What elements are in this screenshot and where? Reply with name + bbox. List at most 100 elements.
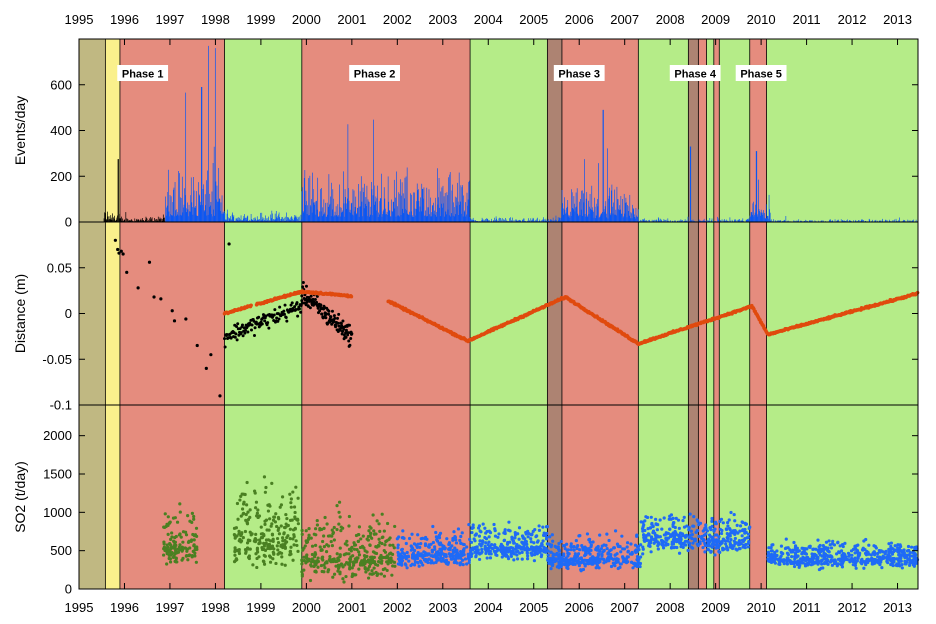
doas-point: [545, 537, 548, 540]
cospec-point: [181, 541, 184, 544]
edm-point: [173, 319, 176, 322]
cospec-point: [375, 571, 378, 574]
doas-point: [441, 559, 444, 562]
doas-point: [595, 566, 598, 569]
cospec-point: [300, 559, 303, 562]
cospec-point: [185, 554, 188, 557]
period-band: [714, 39, 719, 589]
cospec-point: [291, 559, 294, 562]
doas-point: [434, 531, 437, 534]
cospec-point: [274, 520, 277, 523]
doas-point: [602, 561, 605, 564]
doas-point: [643, 540, 646, 543]
cospec-point: [260, 526, 263, 529]
cospec-point: [280, 555, 283, 558]
edm-point: [125, 271, 128, 274]
cospec-point: [245, 503, 248, 506]
doas-point: [416, 557, 419, 560]
doas-point: [747, 545, 750, 548]
cospec-point: [383, 575, 386, 578]
cospec-point: [295, 544, 298, 547]
cospec-point: [333, 538, 336, 541]
cospec-point: [296, 550, 299, 553]
doas-point: [862, 567, 865, 570]
doas-point: [513, 552, 516, 555]
cospec-point: [359, 537, 362, 540]
doas-point: [594, 548, 597, 551]
doas-point: [735, 530, 738, 533]
doas-point: [427, 552, 430, 555]
doas-point: [690, 530, 693, 533]
cospec-point: [369, 532, 372, 535]
doas-point: [480, 548, 483, 551]
doas-point: [721, 548, 724, 551]
doas-point: [455, 549, 458, 552]
cospec-point: [386, 522, 389, 525]
cospec-point: [311, 545, 314, 548]
doas-point: [547, 549, 550, 552]
cospec-point: [357, 568, 360, 571]
doas-point: [830, 546, 833, 549]
cospec-point: [301, 533, 304, 536]
cospec-point: [364, 570, 367, 573]
cospec-point: [178, 533, 181, 536]
doas-point: [551, 533, 554, 536]
cospec-point: [271, 557, 274, 560]
cospec-point: [185, 550, 188, 553]
cospec-point: [391, 564, 394, 567]
doas-point: [530, 533, 533, 536]
cospec-point: [359, 546, 362, 549]
doas-point: [461, 531, 464, 534]
cospec-point: [354, 543, 357, 546]
cospec-point: [325, 550, 328, 553]
period-band: [688, 39, 698, 589]
edm-point: [236, 322, 239, 325]
doas-point: [577, 552, 580, 555]
cospec-point: [336, 552, 339, 555]
doas-point: [399, 560, 402, 563]
doas-point: [485, 550, 488, 553]
doas-point: [642, 523, 645, 526]
cospec-point: [345, 552, 348, 555]
edm-point: [350, 332, 353, 335]
doas-point: [527, 532, 530, 535]
doas-point: [656, 523, 659, 526]
doas-point: [717, 550, 720, 553]
doas-point: [403, 555, 406, 558]
doas-point: [396, 537, 399, 540]
cospec-point: [300, 562, 303, 565]
doas-point: [598, 533, 601, 536]
doas-point: [478, 539, 481, 542]
cospec-point: [386, 569, 389, 572]
doas-point: [698, 540, 701, 543]
doas-point: [675, 546, 678, 549]
doas-point: [671, 541, 674, 544]
cospec-point: [172, 546, 175, 549]
cospec-point: [253, 489, 256, 492]
doas-point: [448, 541, 451, 544]
doas-point: [663, 533, 666, 536]
doas-point: [672, 531, 675, 534]
cospec-point: [317, 557, 320, 560]
cospec-point: [365, 550, 368, 553]
doas-point: [729, 534, 732, 537]
doas-point: [480, 552, 483, 555]
edm-point: [305, 285, 308, 288]
edm-point: [324, 316, 327, 319]
doas-point: [907, 545, 910, 548]
edm-point: [315, 301, 318, 304]
cospec-point: [186, 558, 189, 561]
doas-point: [683, 525, 686, 528]
doas-point: [718, 520, 721, 523]
cospec-point: [297, 497, 300, 500]
doas-point: [457, 527, 460, 530]
doas-point: [435, 538, 438, 541]
edm-point: [301, 285, 304, 288]
doas-point: [672, 523, 675, 526]
cospec-point: [280, 563, 283, 566]
cospec-point: [175, 560, 178, 563]
edm-point: [285, 316, 288, 319]
doas-point: [461, 559, 464, 562]
doas-point: [478, 558, 481, 561]
doas-point: [459, 542, 462, 545]
